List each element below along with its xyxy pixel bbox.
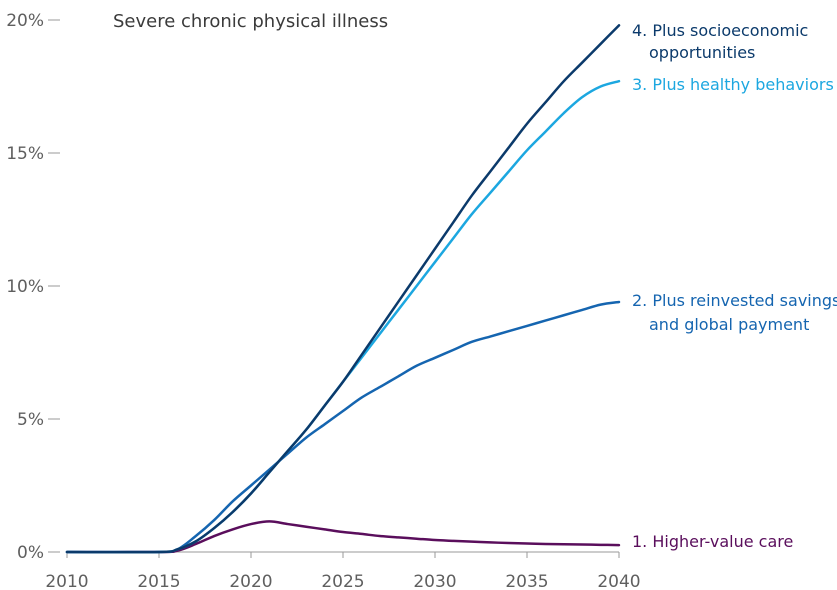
series-label-4: 1. Higher-value care	[632, 532, 793, 551]
y-axis: 0% 5% 10% 15% 20%	[6, 11, 60, 563]
series-label-2: 3. Plus healthy behaviors	[632, 75, 834, 94]
series-label-line: 1. Higher-value care	[632, 532, 793, 551]
x-tick-label: 2015	[137, 572, 180, 590]
chart-title: Severe chronic physical illness	[113, 11, 388, 32]
series-line-4	[65, 520, 621, 554]
y-tick-label: 0%	[17, 543, 44, 563]
y-tick-label: 20%	[6, 11, 44, 31]
series-label-1: 4. Plus socioeconomic opportunities	[632, 21, 808, 62]
x-tick-label: 2035	[505, 572, 548, 590]
series-label-line: and global payment	[649, 315, 809, 334]
series-lines	[65, 24, 621, 554]
x-tick-label: 2020	[229, 572, 272, 590]
series-labels: 4. Plus socioeconomic opportunities 3. Plu…	[632, 21, 837, 551]
y-tick-label: 10%	[6, 277, 44, 297]
series-line-1	[65, 24, 621, 554]
series-line-3	[65, 300, 621, 554]
x-tick-label: 2025	[321, 572, 364, 590]
y-tick-label: 5%	[17, 410, 44, 430]
x-tick-label: 2040	[597, 572, 640, 590]
series-label-line: 2. Plus reinvested savings	[632, 291, 837, 310]
x-tick-label: 2010	[45, 572, 88, 590]
y-tick-label: 15%	[6, 144, 44, 164]
series-label-line: 4. Plus socioeconomic	[632, 21, 808, 40]
series-label-line: opportunities	[649, 43, 755, 62]
x-tick-label: 2030	[413, 572, 456, 590]
x-axis: 2010 2015 2020 2025 2030 2035 2040	[45, 552, 641, 590]
series-line-2	[65, 79, 621, 554]
series-label-line: 3. Plus healthy behaviors	[632, 75, 834, 94]
series-label-3: 2. Plus reinvested savings and global pay…	[632, 291, 837, 334]
